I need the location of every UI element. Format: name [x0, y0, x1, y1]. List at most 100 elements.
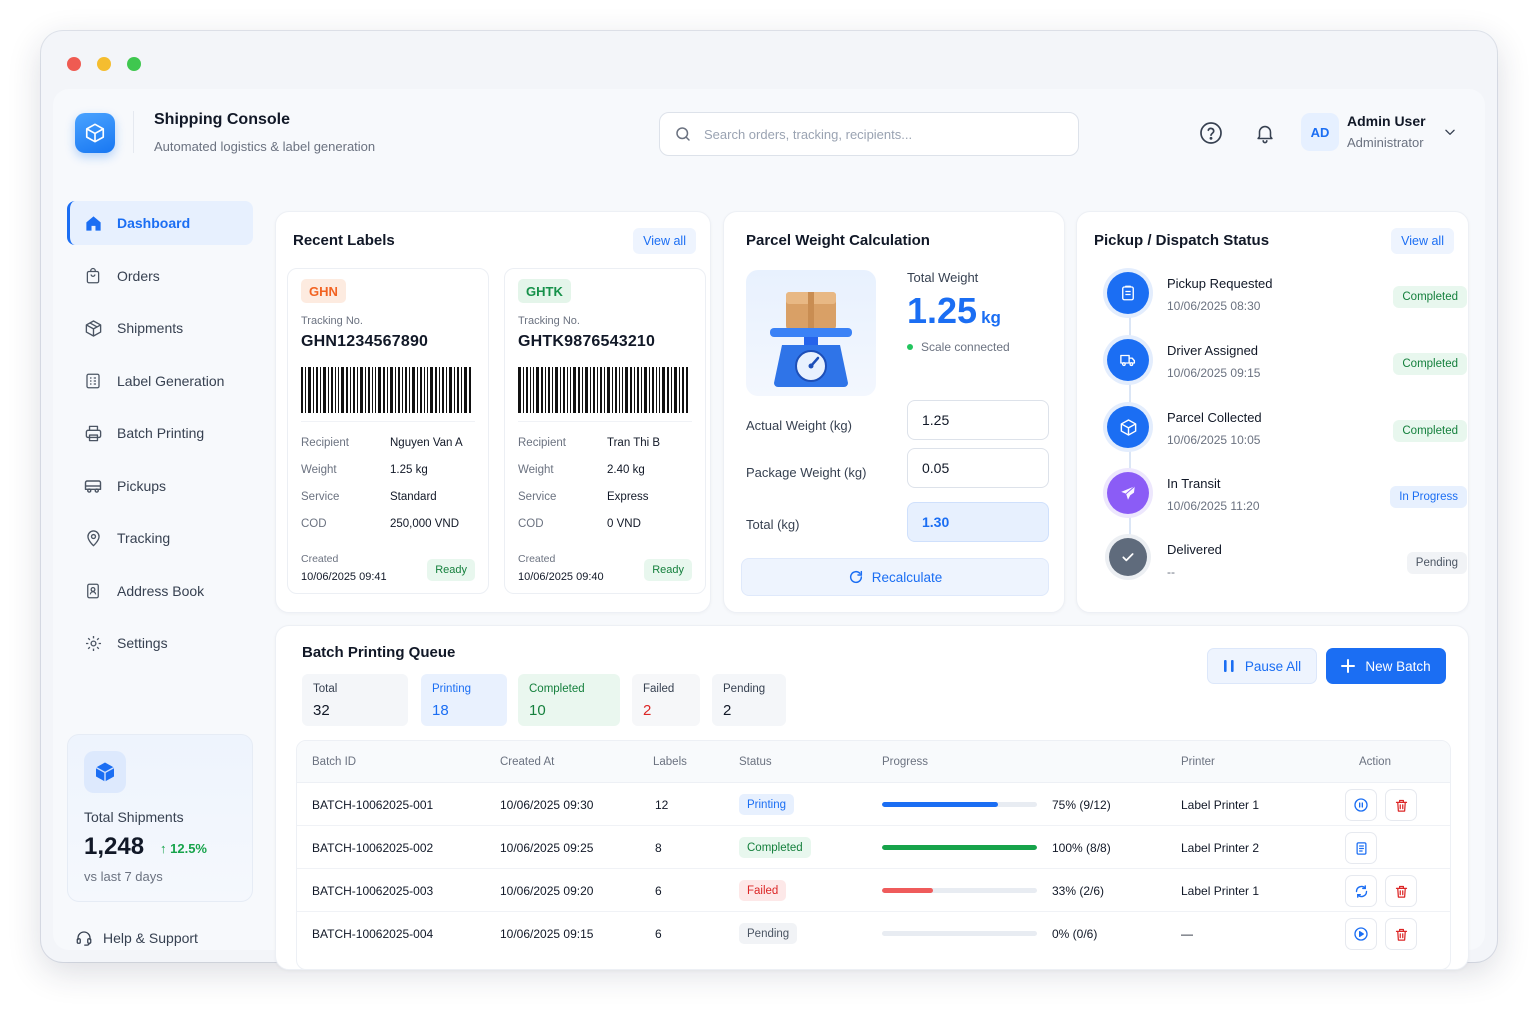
sidebar-item-shipments[interactable]: Shipments — [67, 306, 253, 350]
search-bar[interactable] — [659, 112, 1079, 156]
sidebar-item-pickups[interactable]: Pickups — [67, 464, 253, 508]
stat-total: Total 32 — [302, 674, 408, 726]
recent-labels-card: Recent Labels View all GHN Tracking No. … — [275, 211, 711, 613]
scale-status: Scale connected — [907, 340, 1010, 354]
field-label: COD — [518, 518, 544, 530]
chevron-down-icon[interactable] — [1443, 125, 1457, 144]
stat-label: Printing — [432, 683, 471, 695]
sidebar-item-label: Shipments — [117, 320, 184, 336]
status-badge: Failed — [739, 880, 787, 901]
delete-batch-button[interactable] — [1385, 875, 1417, 907]
trash-icon — [1395, 799, 1407, 812]
bell-icon[interactable] — [1253, 121, 1277, 145]
search-input[interactable] — [704, 126, 1044, 142]
help-icon[interactable] — [1199, 121, 1223, 145]
progress-bar — [882, 845, 1037, 850]
sidebar-item-label: Pickups — [117, 477, 167, 494]
total-shipments-card: Total Shipments 1,248 ↑ 12.5% vs last 7 … — [67, 734, 253, 902]
clipboard-icon — [1107, 272, 1149, 314]
pause-icon — [1223, 660, 1234, 672]
recalculate-button[interactable]: Recalculate — [741, 558, 1049, 596]
delete-batch-button[interactable] — [1385, 918, 1417, 950]
delete-batch-button[interactable] — [1385, 789, 1417, 821]
total-weight-unit: kg — [981, 308, 1001, 327]
stat-label: Completed — [529, 683, 585, 695]
pause-batch-button[interactable] — [1345, 789, 1377, 821]
label-card-ghn[interactable]: GHN Tracking No. GHN1234567890 Recipient… — [287, 268, 489, 594]
close-window-button[interactable] — [67, 57, 81, 71]
top-header: Shipping Console Automated logistics & l… — [53, 89, 1485, 175]
col-printer: Printer — [1181, 756, 1215, 768]
table-row[interactable]: BATCH-10062025-003 10/06/2025 09:20 6 Fa… — [297, 869, 1450, 912]
stat-printing: Printing 18 — [421, 674, 507, 726]
progress-fill — [882, 888, 934, 893]
col-labels: Labels — [653, 756, 687, 768]
field-label: Service — [518, 491, 557, 503]
retry-icon — [1355, 884, 1367, 898]
scale-status-text: Scale connected — [921, 340, 1010, 354]
retry-batch-button[interactable] — [1345, 875, 1377, 907]
status-dot-icon — [907, 344, 913, 350]
plus-icon — [1341, 659, 1356, 673]
step-time: 10/06/2025 11:20 — [1167, 499, 1260, 513]
trend-value: 12.5% — [170, 841, 207, 856]
sidebar-item-label: Dashboard — [117, 215, 191, 231]
sidebar-item-dashboard[interactable]: Dashboard — [67, 201, 253, 245]
table-row[interactable]: BATCH-10062025-004 10/06/2025 09:15 6 Pe… — [297, 912, 1450, 955]
parcel-weight-card: Parcel Weight Calculation Total Weight 1… — [723, 211, 1065, 613]
table-row[interactable]: BATCH-10062025-001 10/06/2025 09:30 12 P… — [297, 783, 1450, 826]
package-weight-input[interactable] — [907, 448, 1049, 488]
start-batch-button[interactable] — [1345, 918, 1377, 950]
user-name: Admin User — [1347, 113, 1426, 129]
printer-icon — [83, 423, 103, 443]
gear-icon — [83, 633, 103, 653]
total-kg-field — [907, 502, 1049, 542]
box-icon — [83, 318, 103, 338]
field-value: 0 VND — [607, 518, 641, 530]
maximize-window-button[interactable] — [127, 57, 141, 71]
pause-all-button[interactable]: Pause All — [1207, 648, 1317, 684]
label-count: 6 — [655, 884, 662, 898]
barcode — [301, 367, 471, 413]
table-row[interactable]: BATCH-10062025-002 10/06/2025 09:25 8 Co… — [297, 826, 1450, 869]
scale-icon — [770, 292, 852, 387]
refresh-icon — [849, 570, 862, 584]
user-role: Administrator — [1347, 135, 1424, 150]
minimize-window-button[interactable] — [97, 57, 111, 71]
batch-table: Batch ID Created At Labels Status Progre… — [296, 740, 1451, 970]
stat-value: 10 — [529, 702, 546, 719]
field-value: Tran Thi B — [607, 437, 661, 449]
step-time: 10/06/2025 10:05 — [1167, 433, 1261, 447]
sidebar-item-orders[interactable]: Orders — [67, 254, 253, 298]
check-icon — [1109, 538, 1147, 576]
help-label: Help & Support — [103, 930, 198, 946]
step-time: 10/06/2025 09:15 — [1167, 366, 1261, 380]
view-batch-button[interactable] — [1345, 832, 1377, 864]
status-badge: Completed — [1393, 420, 1467, 442]
progress-text: 75% (9/12) — [1052, 798, 1111, 812]
bag-icon — [83, 266, 103, 286]
field-label: Weight — [518, 464, 554, 476]
help-support-link[interactable]: Help & Support — [75, 929, 198, 947]
sidebar-item-address-book[interactable]: Address Book — [67, 569, 253, 613]
sidebar-item-settings[interactable]: Settings — [67, 621, 253, 665]
pickup-view-all[interactable]: View all — [1391, 228, 1454, 254]
new-batch-button[interactable]: New Batch — [1326, 648, 1446, 684]
sidebar-item-batch-printing[interactable]: Batch Printing — [67, 411, 253, 455]
sidebar-item-label-generation[interactable]: Label Generation — [67, 359, 253, 403]
recent-labels-view-all[interactable]: View all — [633, 228, 696, 254]
sidebar-item-tracking[interactable]: Tracking — [67, 516, 253, 560]
pause-circle-icon — [1354, 798, 1368, 812]
total-weight-value: 1.25 — [907, 290, 978, 331]
stat-label: Failed — [643, 683, 675, 695]
actual-weight-input[interactable] — [907, 400, 1049, 440]
status-badge: Pending — [739, 923, 798, 944]
step-title: Parcel Collected — [1167, 410, 1262, 425]
created-at: 10/06/2025 09:15 — [500, 927, 594, 941]
progress-fill — [882, 845, 1037, 850]
label-card-ghtk[interactable]: GHTK Tracking No. GHTK9876543210 Recipie… — [504, 268, 706, 594]
avatar[interactable]: AD — [1301, 113, 1339, 151]
package-weight-label: Package Weight (kg) — [746, 465, 867, 480]
window-controls — [67, 57, 141, 71]
tracking-number: GHTK9876543210 — [518, 333, 656, 350]
